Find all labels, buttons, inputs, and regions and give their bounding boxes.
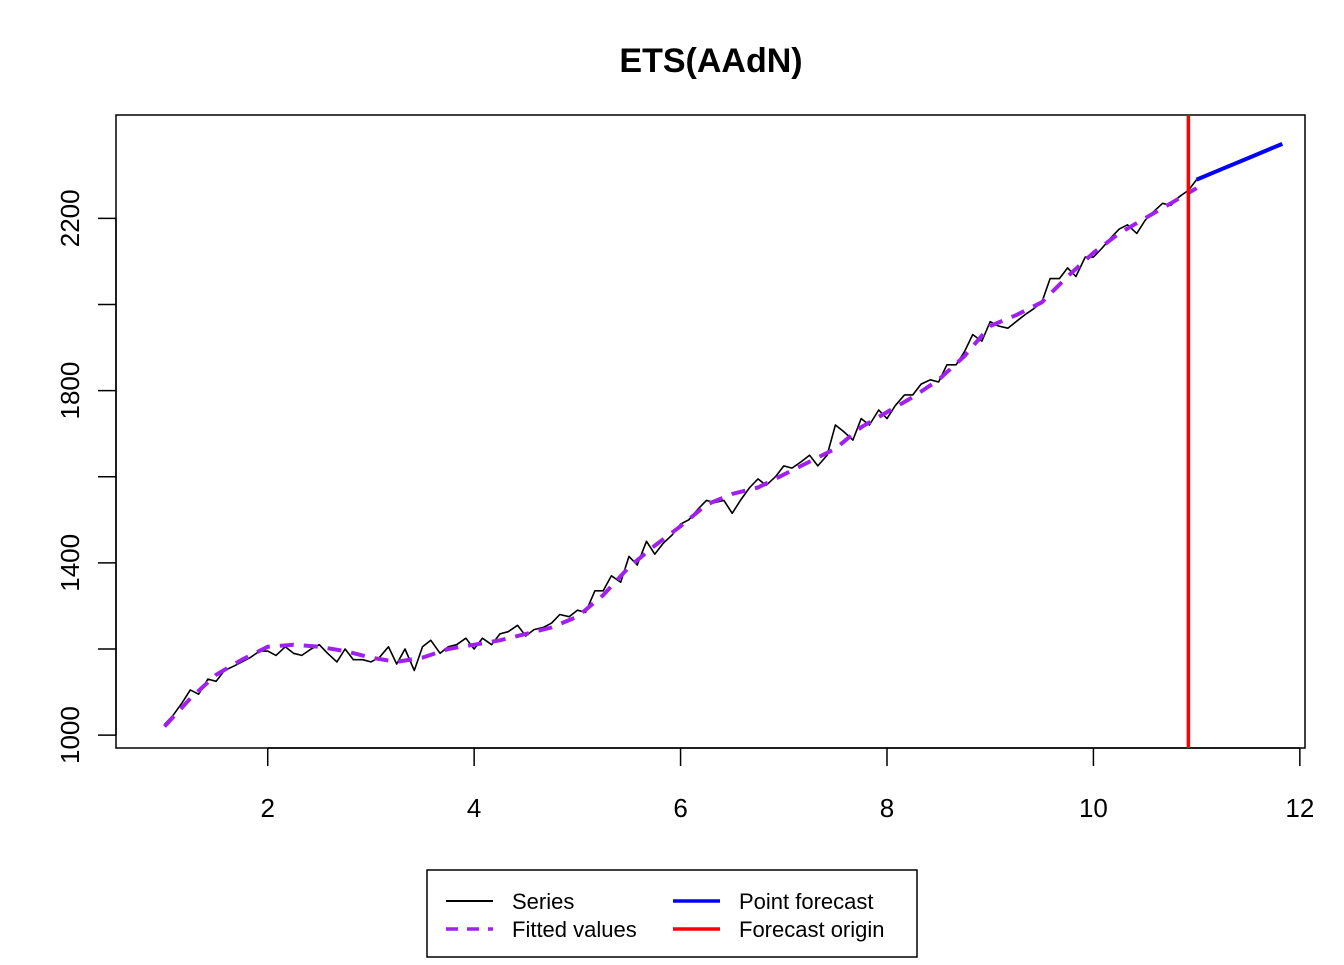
legend-label-fitted-values: Fitted values [512, 917, 637, 942]
x-tick-label: 6 [673, 793, 687, 823]
legend-label-forecast-origin: Forecast origin [739, 917, 885, 942]
series-fitted-values [163, 186, 1198, 728]
legend-box [426, 869, 918, 958]
x-tick-label: 10 [1079, 793, 1108, 823]
series-layer [163, 115, 1284, 748]
y-tick-label: 1800 [55, 362, 85, 420]
legend: Series Point forecast Fitted values Fore… [426, 869, 918, 958]
chart-title: ETS(AAdN) [619, 42, 802, 80]
y-axis: 1000 1400 1800 2200 [55, 189, 117, 764]
series-series [163, 179, 1198, 725]
series-point-forecast [1195, 142, 1284, 182]
y-tick-label: 1000 [55, 706, 85, 764]
x-tick-label: 8 [880, 793, 894, 823]
x-tick-label: 12 [1285, 793, 1314, 823]
legend-label-series: Series [512, 889, 574, 914]
y-tick-label: 1400 [55, 534, 85, 592]
x-tick-label: 2 [260, 793, 274, 823]
x-tick-label: 4 [467, 793, 481, 823]
x-axis: 2 4 6 8 10 12 [260, 747, 1314, 823]
legend-label-point-forecast: Point forecast [739, 889, 874, 914]
y-tick-label: 2200 [55, 189, 85, 247]
